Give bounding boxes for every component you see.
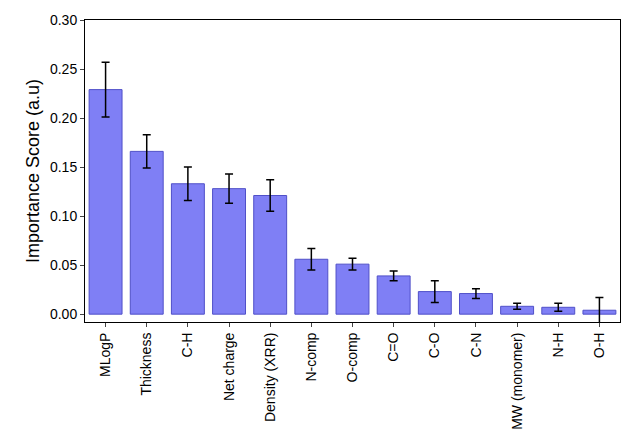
svg-text:C-N: C-N bbox=[468, 333, 484, 358]
svg-text:0.00: 0.00 bbox=[50, 306, 77, 322]
svg-text:0.05: 0.05 bbox=[50, 257, 77, 273]
svg-text:O-comp: O-comp bbox=[344, 332, 360, 382]
svg-text:C=O: C=O bbox=[385, 333, 401, 362]
svg-text:0.10: 0.10 bbox=[50, 208, 77, 224]
svg-text:Density (XRR): Density (XRR) bbox=[262, 333, 278, 422]
svg-text:N-comp: N-comp bbox=[303, 332, 319, 381]
svg-text:C-O: C-O bbox=[426, 332, 442, 358]
svg-text:Net charge: Net charge bbox=[221, 332, 237, 401]
svg-text:Importance Score (a.u): Importance Score (a.u) bbox=[23, 79, 43, 263]
svg-text:N-H: N-H bbox=[550, 333, 566, 358]
svg-text:0.20: 0.20 bbox=[50, 110, 77, 126]
svg-text:O-H: O-H bbox=[591, 333, 607, 359]
svg-text:MW (monomer): MW (monomer) bbox=[509, 333, 525, 430]
svg-text:0.15: 0.15 bbox=[50, 159, 77, 175]
svg-text:0.25: 0.25 bbox=[50, 61, 77, 77]
svg-text:0.30: 0.30 bbox=[50, 12, 77, 28]
svg-text:C-H: C-H bbox=[179, 333, 195, 358]
svg-text:MLogP: MLogP bbox=[97, 333, 113, 377]
svg-text:Thickness: Thickness bbox=[138, 333, 154, 396]
